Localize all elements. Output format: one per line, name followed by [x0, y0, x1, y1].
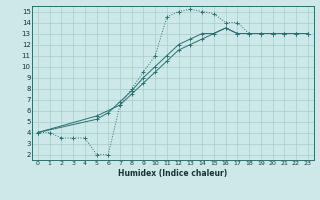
X-axis label: Humidex (Indice chaleur): Humidex (Indice chaleur) — [118, 169, 228, 178]
